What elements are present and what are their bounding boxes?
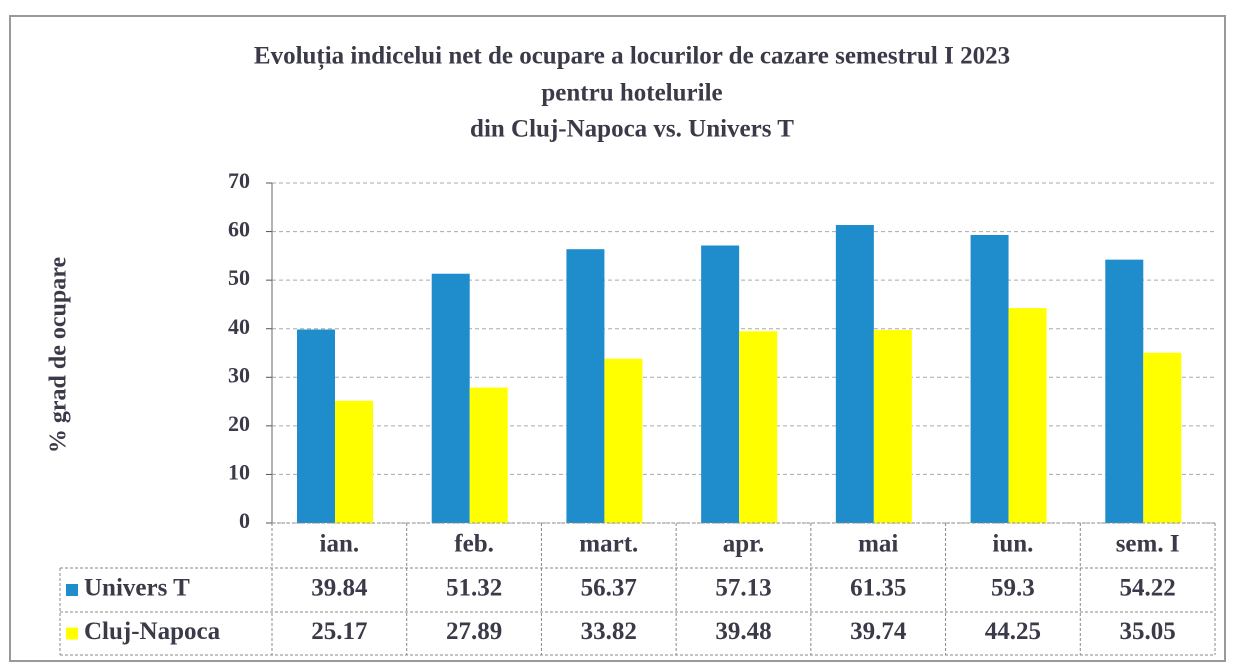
x-tick-label: ian. — [320, 531, 360, 558]
table-value: 51.32 — [446, 575, 502, 602]
table-value: 25.17 — [311, 618, 367, 645]
bar — [431, 273, 470, 523]
table-value: 39.74 — [850, 618, 907, 645]
x-tick-label: feb. — [454, 531, 494, 558]
x-tick-label: apr. — [723, 531, 764, 558]
legend-label: Univers T — [84, 575, 190, 602]
bar — [873, 329, 912, 523]
table-value: 39.48 — [715, 618, 771, 645]
table-value: 56.37 — [581, 575, 637, 602]
y-tick-label: 0 — [239, 508, 250, 533]
bar — [566, 249, 605, 523]
y-tick-label: 20 — [228, 411, 250, 436]
bar — [469, 387, 508, 523]
bar — [1143, 352, 1182, 523]
bar — [604, 358, 643, 523]
x-tick-label: iun. — [992, 531, 1033, 558]
table-value: 54.22 — [1120, 575, 1176, 602]
bar — [970, 234, 1009, 523]
y-tick-label: 10 — [228, 459, 250, 484]
legend-swatch — [66, 627, 78, 640]
y-axis-label: % grad de ocupare — [46, 257, 72, 454]
bar — [701, 245, 740, 524]
table-value: 57.13 — [715, 575, 771, 602]
table-value: 44.25 — [985, 618, 1041, 645]
y-tick-label: 70 — [228, 168, 250, 193]
table-value: 39.84 — [311, 575, 368, 602]
chart-title: Evoluția indicelui net de ocupare a locu… — [254, 43, 1010, 71]
x-tick-label: mai — [858, 531, 898, 558]
bar — [1105, 259, 1144, 523]
table-value: 27.89 — [446, 618, 502, 645]
legend-swatch — [66, 584, 78, 596]
table-value: 35.05 — [1120, 618, 1176, 645]
bar — [297, 329, 335, 523]
bar — [335, 400, 373, 523]
bar — [1008, 308, 1047, 523]
chart-title: din Cluj-Napoca vs. Univers T — [470, 116, 794, 143]
chart-title: pentru hotelurile — [541, 80, 722, 107]
x-tick-label: sem. I — [1116, 531, 1180, 558]
y-tick-label: 50 — [228, 265, 250, 290]
y-tick-label: 30 — [228, 362, 250, 387]
table-value: 59.3 — [991, 575, 1035, 602]
bar — [835, 225, 874, 523]
bar — [739, 331, 778, 523]
table-value: 33.82 — [581, 618, 637, 645]
legend-label: Cluj-Napoca — [84, 618, 221, 645]
x-tick-label: mart. — [579, 531, 638, 558]
y-tick-label: 60 — [228, 217, 250, 242]
table-value: 61.35 — [850, 575, 906, 602]
y-tick-label: 40 — [228, 314, 250, 339]
